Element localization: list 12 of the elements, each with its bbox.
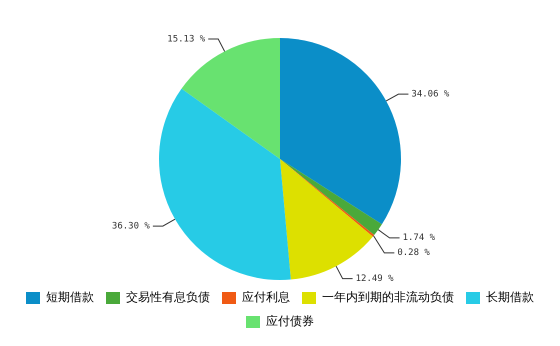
data-label: 36.30 %: [112, 221, 150, 232]
legend-label: 应付利息: [242, 290, 290, 304]
data-label: 34.06 %: [411, 90, 450, 100]
data-label: 12.49 %: [356, 274, 394, 284]
data-label: 0.28 %: [397, 248, 430, 258]
legend-label: 交易性有息负债: [126, 290, 210, 304]
data-label: 1.74 %: [402, 233, 436, 244]
legend-label: 短期借款: [46, 290, 94, 304]
legend-label: 长期借款: [486, 290, 534, 304]
legend-label: 一年内到期的非流动负债: [322, 290, 454, 304]
legend-label: 应付债券: [266, 314, 314, 328]
data-label: 15.13 %: [167, 34, 206, 44]
